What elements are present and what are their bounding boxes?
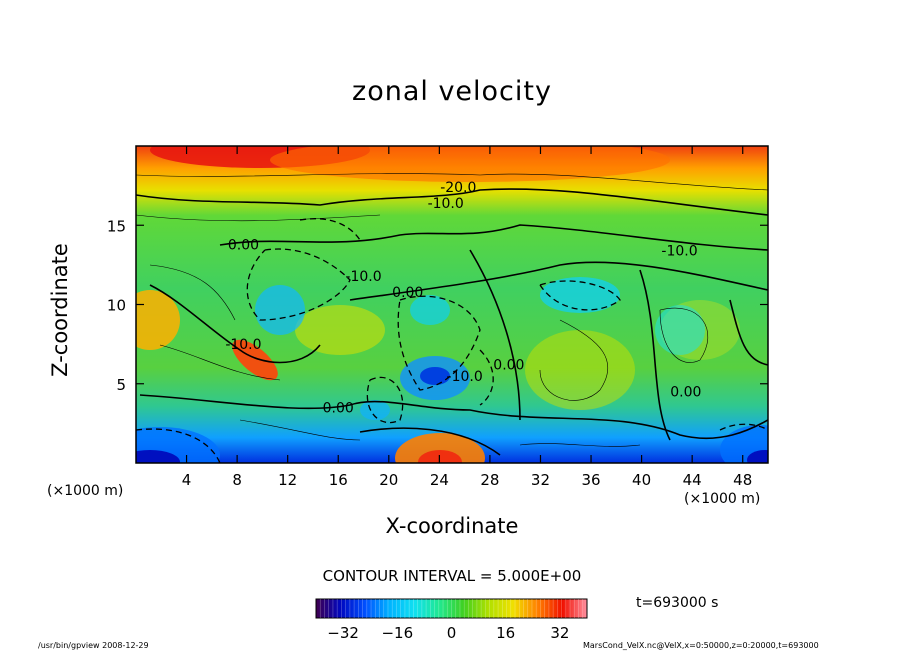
colorbar-tick-label: 0 [447,624,457,642]
y-tick-label: 15 [107,217,126,235]
contour-label: 0.00 [392,285,423,301]
x-tick-label: 20 [379,471,398,489]
x-tick-label: 16 [329,471,348,489]
x-tick-label: 44 [683,471,702,489]
contour-label: -10.0 [428,196,464,212]
contour-label: -10.0 [447,369,483,385]
x-tick-label: 40 [632,471,651,489]
colorbar-tick-label: −32 [327,624,359,642]
y-tick-label: 5 [116,376,126,394]
y-axis: 5 10 15 [107,217,768,394]
x-unit-left: (×1000 m) [47,483,124,499]
contour-labels: -20.0-10.00.00 -10.0-10.00.00-10.0-10.00.… [225,180,701,416]
contour-label: 0.00 [670,385,701,401]
contour-label: -10.0 [661,244,697,260]
heatmap-field [136,146,768,463]
x-tick-label: 28 [480,471,499,489]
footer-source: MarsCond_VelX.nc@VelX,x=0:50000,z=0:2000… [583,641,819,650]
contour-label: -10.0 [225,337,261,353]
x-axis-label: X-coordinate [385,514,519,538]
chart-title: zonal velocity [352,76,552,107]
x-tick-label: 32 [531,471,550,489]
contour-label: -20.0 [440,180,476,196]
contour-label: -10.0 [345,269,381,285]
footer-program: /usr/bin/gpview 2008-12-29 [38,641,149,650]
x-tick-label: 24 [430,471,449,489]
colorbar-tick-label: 32 [550,624,569,642]
x-tick-label: 12 [278,471,297,489]
contour-interval-label: CONTOUR INTERVAL = 5.000E+00 [322,567,582,585]
colorbar: −32 −16 0 16 32 [315,598,588,642]
y-tick-label: 10 [107,297,126,315]
x-tick-label: 48 [733,471,752,489]
colorbar-tick-label: −16 [381,624,413,642]
x-unit-right: (×1000 m) [684,491,761,507]
contour-label: 0.00 [493,358,524,374]
x-tick-label: 8 [232,471,242,489]
contour-label: 0.00 [323,401,354,417]
contour-label: 0.00 [228,237,259,253]
x-tick-label: 36 [581,471,600,489]
x-tick-label: 4 [182,471,192,489]
x-axis: 4 8 12 16 20 24 28 32 36 40 44 48 [182,146,752,489]
colorbar-tick-label: 16 [496,624,515,642]
time-label: t=693000 s [636,595,719,611]
y-axis-label: Z-coordinate [48,243,72,377]
